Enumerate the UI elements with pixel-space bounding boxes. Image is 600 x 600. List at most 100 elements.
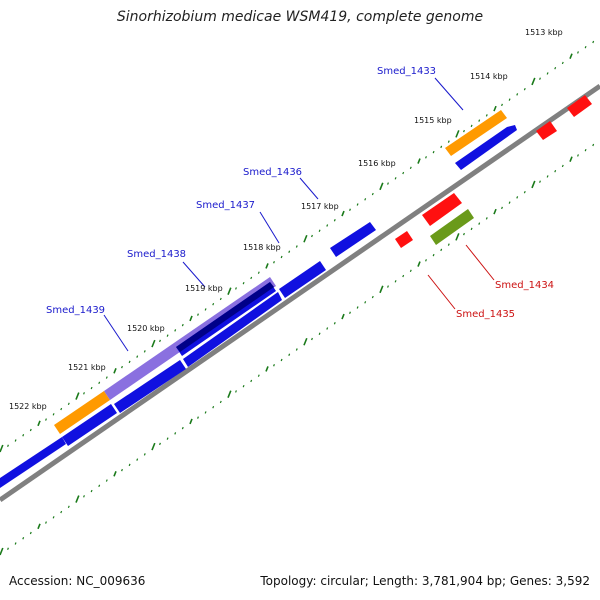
ruler-tick [478,222,481,225]
ruler-tick [67,505,70,509]
ruler-tick [288,250,291,253]
ruler-tick [417,261,421,267]
ruler-label: 1522 kbp [9,402,47,411]
ruler-tick [197,313,199,316]
ruler-tick [447,140,450,143]
ruler-tick [250,276,253,280]
gene-label-smed-1438: Smed_1438 [127,249,186,260]
ruler-label: 1514 kbp [470,72,508,81]
ruler-tick [181,426,184,430]
ruler-tick [440,248,443,252]
feature-navy [176,282,274,352]
ruler-tick [166,334,169,337]
ruler-tick [60,510,63,514]
ruler-tick [311,234,313,238]
ruler-tick [463,129,465,133]
ruler-tick [257,374,260,377]
ruler-tick [432,253,435,257]
ruler-tick [29,531,32,535]
ruler-tick [394,177,397,180]
ruler-tick [409,269,412,273]
ruler-tick [326,327,329,330]
ruler-tick [159,339,161,343]
ruler-tick [181,323,184,327]
ruler-tick [52,516,55,519]
ruler-tick [235,287,237,290]
ruler-tick [333,219,336,222]
ruler-tick [75,392,80,400]
ruler-tick [166,437,169,440]
ruler-tick [546,72,549,75]
ruler-tick [151,442,156,451]
ruler-tick [425,259,427,262]
ruler-tick [151,339,156,348]
ruler-tick [554,66,557,70]
ruler-tick [318,332,321,335]
feature-orange-1439 [54,391,110,434]
ruler-tick [379,182,384,191]
ruler-tick [569,53,573,59]
ruler-tick [539,180,541,183]
cds-smed-1438b [183,292,282,367]
ruler-tick [523,190,526,194]
ruler-tick [128,463,131,467]
ruler-tick [67,402,70,406]
ruler-tick [105,479,108,482]
ruler-tick [409,166,412,170]
ruler-tick [501,206,503,210]
ruler-tick [531,77,536,86]
ruler-tick [212,302,215,306]
ruler-tick [387,182,389,185]
ruler-tick [493,105,497,112]
map-title: Sinorhizobium medicae WSM419, complete g… [116,9,484,25]
ruler-tick [83,392,85,395]
ruler-tick [0,547,4,556]
ruler-tick [75,495,80,503]
ruler-tick [22,434,25,437]
ruler-tick [508,98,511,101]
gene-labels: Smed_1433 Smed_1434 Smed_1435 Smed_1436 … [46,66,554,320]
ruler-label: 1518 kbp [243,243,281,252]
cds-track-reverse [395,95,592,248]
cds-smed-1434 [422,193,462,226]
ruler-tick [341,313,345,320]
ruler-tick [45,521,47,524]
ruler-tick [349,311,351,314]
ruler-tick [493,208,497,215]
ruler-tick [516,196,519,199]
ruler-tick [98,381,101,385]
feature-track-outer [54,110,507,434]
ruler-tick [242,384,245,388]
ruler-tick [113,471,117,477]
ruler-tick [98,484,101,488]
ruler-tick [311,337,313,341]
ruler-tick [189,315,193,322]
ruler-tick [394,280,397,283]
ruler-tick [417,158,421,164]
ruler-tick [577,154,579,157]
ruler-tick [280,255,283,259]
ruler-tick [273,260,275,264]
ruler-tick [577,51,579,54]
ruler-tick [592,143,595,147]
ruler-tick [508,201,511,204]
ruler-tick [204,308,207,311]
cds-smed-1432 [536,121,557,140]
ruler-tick [60,407,63,411]
ruler-tick [219,297,222,301]
ruler-tick [273,363,275,367]
ruler-tick [546,175,549,178]
gene-label-smed-1436: Smed_1436 [243,167,302,178]
ruler-ticks-outer [0,40,595,453]
ruler-label: 1513 kbp [525,28,563,37]
ruler-tick [440,145,443,149]
gene-label-smed-1434: Smed_1434 [495,280,554,291]
ruler-tick [227,390,232,398]
ruler-tick [90,386,93,390]
ruler-tick [227,287,232,295]
ruler-tick [235,390,237,393]
ruler-tick [326,224,329,227]
ruler-tick [470,124,473,128]
cds-smed-1440 [62,404,117,446]
ruler-tick [204,411,207,414]
